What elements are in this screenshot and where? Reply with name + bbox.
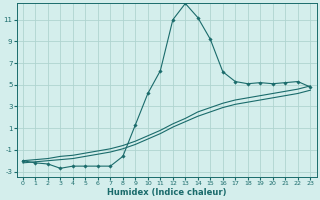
X-axis label: Humidex (Indice chaleur): Humidex (Indice chaleur) <box>107 188 226 197</box>
